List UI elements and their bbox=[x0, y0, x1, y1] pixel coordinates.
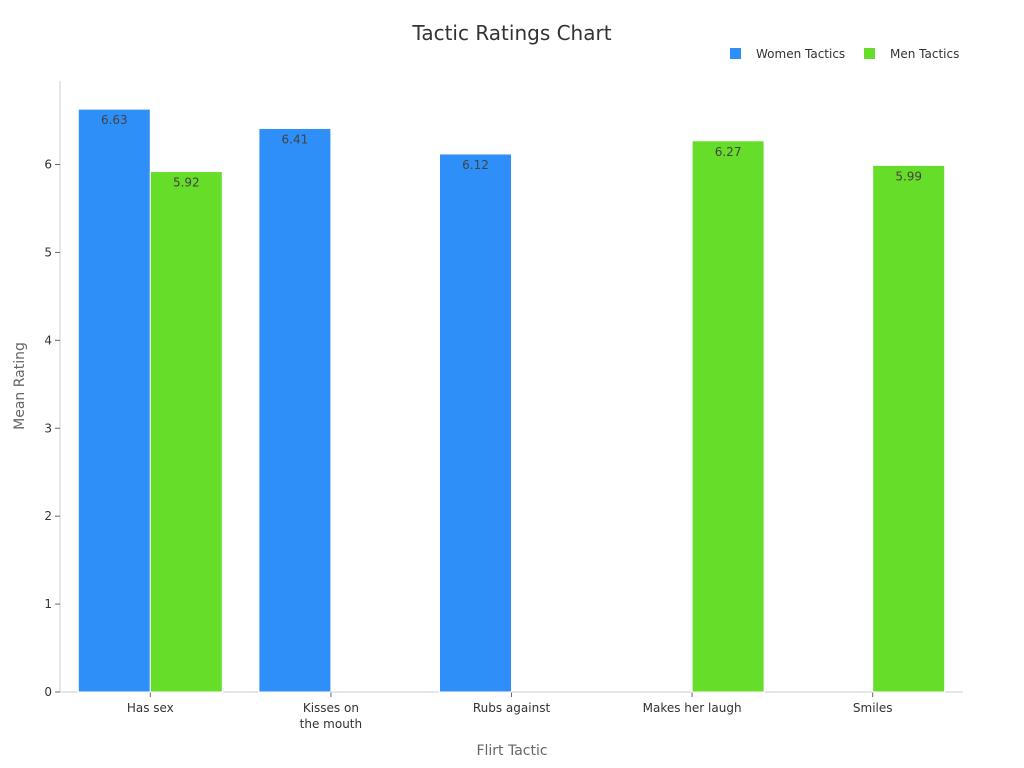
chart-title: Tactic Ratings Chart bbox=[411, 21, 611, 45]
x-axis-title: Flirt Tactic bbox=[476, 743, 547, 759]
legend-swatch bbox=[730, 48, 741, 59]
data-label: 5.92 bbox=[173, 176, 200, 190]
data-label: 5.99 bbox=[895, 169, 922, 183]
y-axis-title: Mean Rating bbox=[12, 342, 28, 430]
x-tick-label: Kisses on the mouth bbox=[300, 701, 362, 731]
bar bbox=[439, 153, 512, 693]
y-tick-label: 2 bbox=[44, 509, 52, 523]
legend-label: Men Tactics bbox=[890, 47, 959, 61]
x-tick-label: Smiles bbox=[853, 701, 893, 715]
legend-swatch bbox=[864, 48, 875, 59]
y-tick-label: 4 bbox=[44, 333, 52, 347]
x-axis: Has sex Kisses on the mouth Rubs against Mak… bbox=[60, 691, 963, 731]
bar bbox=[258, 127, 332, 693]
legend: Women Tactics Men Tactics bbox=[730, 47, 959, 61]
legend-label: Women Tactics bbox=[756, 47, 845, 61]
x-tick-label: Rubs against bbox=[473, 701, 551, 715]
x-tick-label: Makes her laugh bbox=[643, 701, 742, 715]
bar bbox=[149, 171, 223, 693]
bar bbox=[691, 140, 765, 693]
y-tick-label: 5 bbox=[44, 245, 52, 259]
bar bbox=[872, 164, 946, 693]
y-axis: 0 1 2 3 4 5 6 bbox=[44, 81, 61, 699]
y-tick-label: 3 bbox=[44, 421, 52, 435]
bar bbox=[77, 108, 151, 693]
x-tick-label: Has sex bbox=[127, 701, 174, 715]
data-label: 6.12 bbox=[462, 158, 489, 172]
data-labels: 6.63 6.41 6.12 5.92 6.27 5.99 bbox=[101, 113, 922, 189]
bars bbox=[77, 108, 946, 693]
y-tick-label: 6 bbox=[44, 158, 52, 172]
data-label: 6.41 bbox=[282, 132, 309, 146]
y-tick-label: 1 bbox=[44, 597, 52, 611]
data-label: 6.63 bbox=[101, 113, 128, 127]
y-tick-label: 0 bbox=[44, 685, 52, 699]
data-label: 6.27 bbox=[715, 145, 742, 159]
